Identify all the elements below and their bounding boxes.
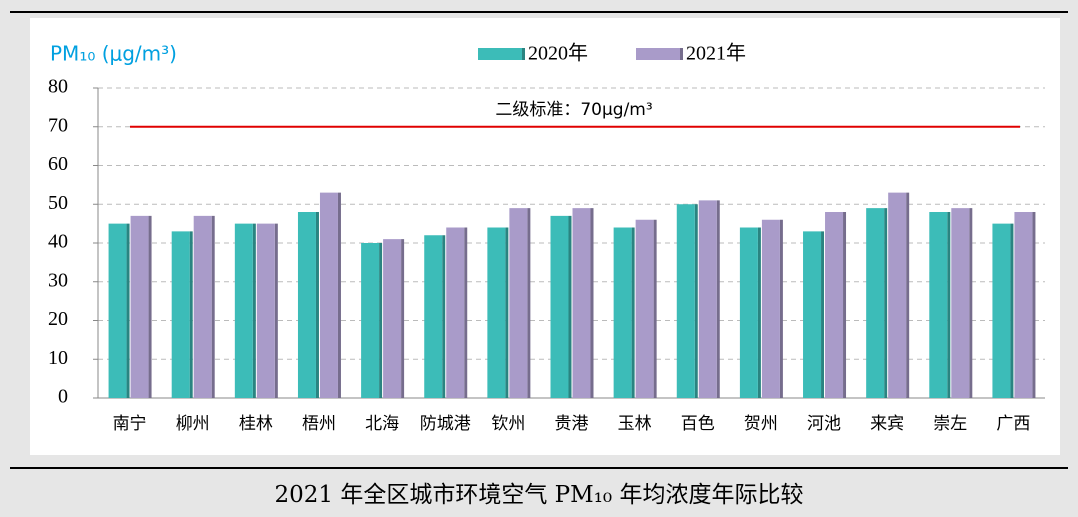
bar [761,219,780,398]
bar [193,215,212,398]
caption: 2021 年全区城市环境空气 PM₁₀ 年均浓度年际比较 [275,482,804,508]
legend-swatch [478,48,522,60]
x-tick-label: 百色 [681,414,715,434]
x-tick-label: 柳州 [176,414,210,434]
y-tick-label: 80 [48,76,68,98]
bar [572,208,591,398]
bar-side [337,192,341,398]
y-tick-label: 30 [48,269,68,291]
bar [383,239,402,398]
legend-swatch-side [680,48,683,60]
legend-swatch-side [522,48,525,60]
bar-side [211,215,215,398]
x-tick-label: 崇左 [933,414,967,434]
bar-side [442,235,446,398]
x-tick-label: 广西 [996,414,1030,434]
bar-side [126,223,130,398]
bar-side [379,243,383,398]
bar-side [401,239,405,398]
bar-side [716,200,720,398]
bar [319,192,338,398]
bar [929,212,948,398]
x-tick-label: 防城港 [420,414,471,434]
bar-side [757,227,761,398]
x-tick-label: 河池 [807,414,841,434]
bar-side [505,227,509,398]
x-tick-label: 来宾 [870,414,904,434]
bar-side [884,208,888,398]
bar [256,223,275,398]
bar [297,212,316,398]
x-tick-label: 贵港 [555,414,589,434]
x-tick-label: 钦州 [491,414,525,434]
bar [825,212,844,398]
bar-side [653,219,657,398]
bar [698,200,717,398]
bar [446,227,465,398]
bar-side [590,208,594,398]
bar [108,223,127,398]
y-tick-label: 10 [48,347,68,369]
bar [550,215,569,398]
bar [1014,212,1033,398]
y-tick-label: 50 [48,192,68,214]
bar [361,243,380,398]
bar-side [527,208,531,398]
y-axis-title: PM₁₀ (μg/m³) [50,42,177,66]
x-tick-label: 玉林 [618,414,652,434]
y-tick-label: 20 [48,308,68,330]
bar-side [189,231,193,398]
bar-side [631,227,635,398]
bar [951,208,970,398]
y-tick-label: 60 [48,153,68,175]
bar-side [969,208,973,398]
bar-side [1032,212,1036,398]
bar [866,208,885,398]
bar-side [464,227,468,398]
bar-side [252,223,256,398]
bar [888,192,907,398]
x-tick-label: 北海 [365,414,399,434]
reference-label: 二级标准：70μg/m³ [495,100,652,120]
legend-label: 2021年 [686,42,746,65]
bar [171,231,190,398]
bar [234,223,253,398]
y-tick-label: 70 [48,114,68,136]
bar-side [947,212,951,398]
bar-side [694,204,698,398]
bar [739,227,758,398]
bar [803,231,822,398]
bar-side [148,215,152,398]
bar-side [1010,223,1014,398]
bar [676,204,695,398]
bar-side [315,212,319,398]
x-tick-label: 贺州 [744,414,778,434]
bar [424,235,443,398]
bar [509,208,528,398]
y-tick-label: 40 [48,231,68,253]
legend-label: 2020年 [528,42,588,65]
bar [635,219,654,398]
bar-side [906,192,910,398]
x-tick-label: 梧州 [302,414,336,434]
bar-side [821,231,825,398]
bar [130,215,149,398]
bar [992,223,1011,398]
x-tick-label: 南宁 [113,414,147,434]
bar [613,227,632,398]
x-tick-label: 桂林 [239,414,273,434]
bar-side [274,223,278,398]
bar-side [843,212,847,398]
bar [487,227,506,398]
y-tick-label: 0 [58,386,68,408]
bar-side [568,215,572,398]
bar-side [779,219,783,398]
legend-swatch [636,48,680,60]
